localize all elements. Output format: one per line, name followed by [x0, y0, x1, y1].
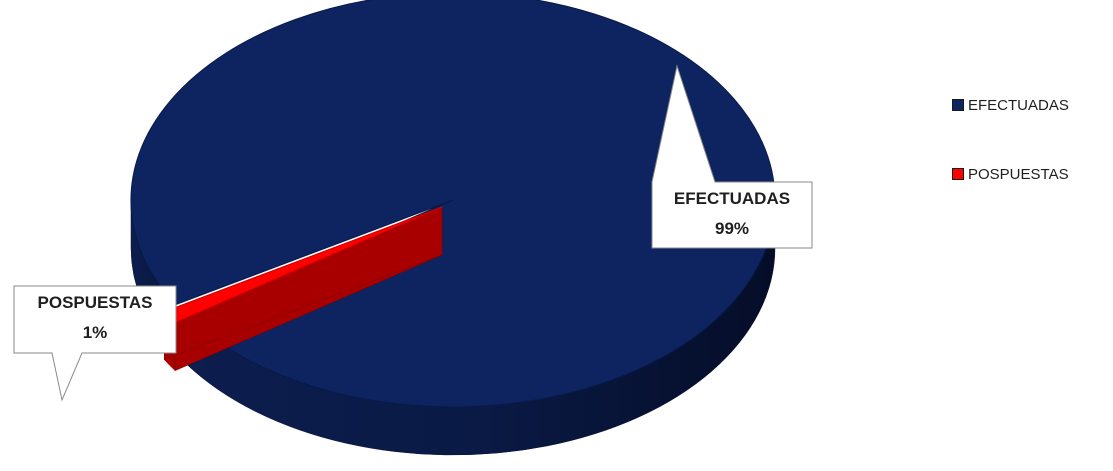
data-label-pospuestas-value: 1% [83, 323, 108, 342]
callout-pospuestas [13, 285, 177, 402]
data-label-pospuestas: POSPUESTAS 1% [13, 285, 177, 402]
data-label-pospuestas-name: POSPUESTAS [38, 293, 153, 312]
legend-item-pospuestas: POSPUESTAS [952, 164, 1069, 184]
legend-label-pospuestas: POSPUESTAS [968, 165, 1069, 183]
legend-item-efectuadas: EFECTUADAS [952, 95, 1069, 115]
data-label-efectuadas: EFECTUADAS 99% [651, 64, 813, 249]
callout-efectuadas [651, 64, 813, 249]
legend-label-efectuadas: EFECTUADAS [968, 96, 1069, 114]
data-label-efectuadas-value: 99% [715, 219, 749, 238]
data-label-efectuadas-name: EFECTUADAS [674, 189, 790, 208]
legend-swatch-pospuestas [952, 168, 964, 180]
legend: EFECTUADAS POSPUESTAS [952, 95, 1069, 233]
legend-swatch-efectuadas [952, 99, 964, 111]
